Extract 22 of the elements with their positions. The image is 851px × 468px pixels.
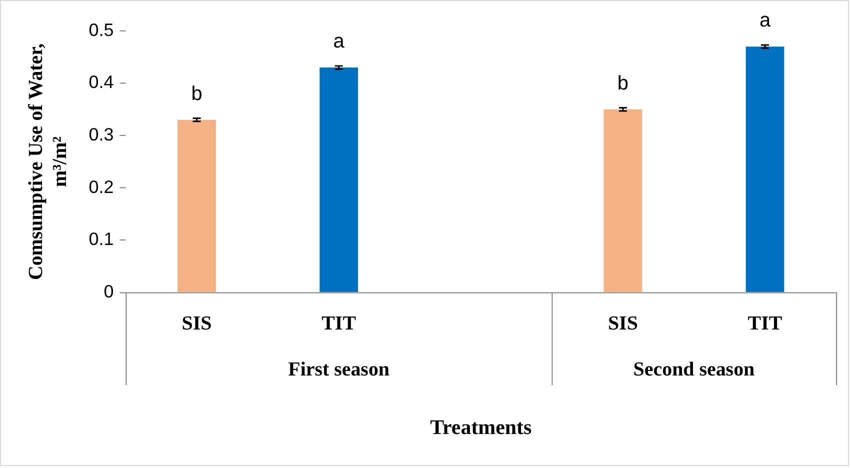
y-tick-label: 0 [104, 282, 114, 302]
y-tick-label: 0.4 [88, 72, 114, 92]
y-tick-label: 0.5 [88, 20, 114, 40]
bar [604, 109, 642, 292]
bar [746, 46, 784, 292]
x-tick-label: TIT [322, 312, 356, 335]
data-label: a [333, 30, 346, 53]
y-tick-label: 0.1 [88, 229, 114, 250]
text: Second season [633, 358, 755, 380]
data-label: b [191, 82, 202, 105]
y-tick-label: 0.2 [88, 176, 114, 197]
bar [178, 120, 216, 292]
data-label: a [759, 10, 772, 32]
x-tick-label: SIS [182, 312, 212, 335]
y-axis-title: Comsumptive Use of Water, m³/m² [25, 43, 72, 280]
bar [320, 68, 358, 292]
x-tick-label: TIT [748, 312, 782, 335]
data-label: b [617, 72, 628, 94]
text: First season [288, 358, 390, 380]
y-tick-label: 0.3 [88, 124, 114, 144]
x-tick-label: SIS [608, 312, 638, 335]
x-axis-title: Treatments [430, 414, 532, 439]
